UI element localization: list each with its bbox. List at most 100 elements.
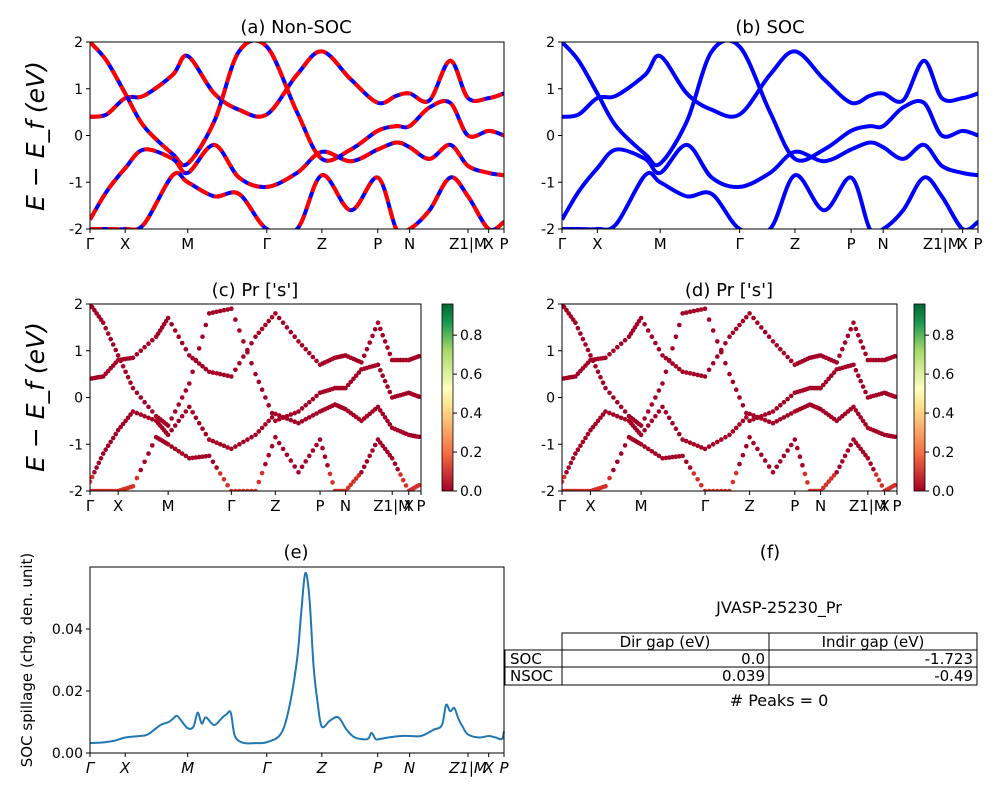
band-dot [416, 482, 421, 488]
x-ticks-c: Γ X M Γ Z P N Z1|MX P [86, 491, 426, 515]
band-lines-a [90, 42, 504, 229]
band-dot [269, 415, 275, 420]
band-dot [92, 307, 97, 313]
band-dot [727, 432, 732, 438]
band-dot [615, 399, 620, 405]
table-cell: 0.0 [741, 650, 765, 668]
band-dot [317, 437, 323, 442]
y-ticks-b: -2 -1 0 1 2 [541, 35, 562, 238]
band-dot [203, 366, 209, 372]
table-header-dir: Dir gap (eV) [620, 633, 711, 651]
band-dot [778, 346, 783, 352]
band-dot [788, 358, 794, 364]
band-dot [663, 410, 669, 415]
band-dot [740, 318, 746, 324]
band-dot [695, 372, 700, 378]
band-dot [858, 446, 863, 452]
band-dot [288, 458, 294, 463]
band-dot [130, 484, 136, 489]
band-dot [169, 322, 174, 327]
band-dot [834, 470, 839, 475]
band-dot [615, 344, 620, 350]
band-dot [150, 417, 155, 422]
band-dot [737, 395, 742, 400]
band-line-dashed [90, 170, 504, 229]
band-dot [673, 454, 679, 460]
band-dot [214, 371, 219, 376]
band-dot [165, 423, 171, 428]
band-dot [618, 415, 624, 421]
colorbar-tick-label: 0.0 [460, 484, 482, 500]
band-dot [118, 424, 123, 430]
band-dot [603, 409, 608, 414]
band-dot [196, 346, 202, 351]
band-dot [372, 327, 378, 332]
band-dot [241, 439, 246, 445]
band-dot [719, 488, 724, 491]
band-dot [781, 350, 787, 356]
band-dot [206, 369, 212, 375]
band-dot [359, 470, 364, 475]
x-tick-label: P [499, 235, 508, 253]
y-tick-label: 0.00 [52, 746, 83, 762]
band-dot [788, 411, 794, 416]
band-dot [259, 470, 265, 476]
band-dot [702, 374, 708, 379]
band-dot [203, 322, 209, 328]
band-dot [684, 370, 689, 375]
band-dot [781, 453, 787, 459]
band-dot [684, 438, 689, 444]
band-dot [382, 339, 388, 344]
band-dot [266, 403, 272, 408]
band-dot [687, 440, 693, 446]
x-tick-label: M [181, 759, 194, 777]
band-dot [871, 466, 876, 472]
y-tick-label: 2 [74, 35, 83, 51]
x-tick-label: Γ [86, 759, 96, 777]
band-dot [217, 371, 223, 377]
band-dot [380, 373, 386, 379]
band-dot [310, 448, 316, 453]
band-dot [206, 311, 212, 316]
band-dot [785, 354, 790, 360]
band-dot [860, 449, 866, 455]
band-dot [788, 393, 794, 399]
band-dot [677, 322, 682, 328]
band-dot [269, 314, 275, 320]
band-dot [706, 367, 712, 373]
band-dot [134, 390, 140, 396]
band-dot [821, 485, 826, 491]
colorbar-ticks-d: 0.0 0.2 0.4 0.6 0.8 [925, 328, 954, 500]
colorbar-c [441, 303, 454, 492]
y-tick-label: -1 [541, 437, 555, 453]
x-tick-label: Z [270, 497, 280, 515]
band-dot [330, 480, 335, 485]
y-tick-label: -1 [541, 175, 555, 191]
band-dot [892, 394, 897, 399]
band-dot [588, 427, 593, 433]
band-dot [863, 422, 868, 427]
band-dot [364, 346, 370, 352]
band-dot [387, 452, 393, 458]
band-dot [356, 473, 362, 478]
band-dot [146, 341, 151, 347]
band-line [90, 170, 504, 229]
band-dot [755, 446, 760, 452]
band-dot [863, 351, 868, 357]
band-dot [110, 342, 116, 347]
band-dot [766, 334, 772, 340]
colorbar-tick-label: 0.6 [932, 367, 954, 383]
band-dot [795, 445, 800, 451]
band-dot [744, 314, 749, 320]
band-dot [607, 390, 612, 396]
band-dot [687, 309, 693, 315]
band-dot [663, 369, 669, 375]
band-dot [276, 417, 282, 422]
y-tick-label: -1 [69, 175, 83, 191]
band-dot [876, 477, 882, 483]
y-tick-label: -2 [541, 222, 555, 238]
band-dot [134, 352, 140, 357]
table-cell: NSOC [510, 667, 553, 685]
band-dot [299, 419, 305, 424]
band-dot [575, 325, 581, 331]
